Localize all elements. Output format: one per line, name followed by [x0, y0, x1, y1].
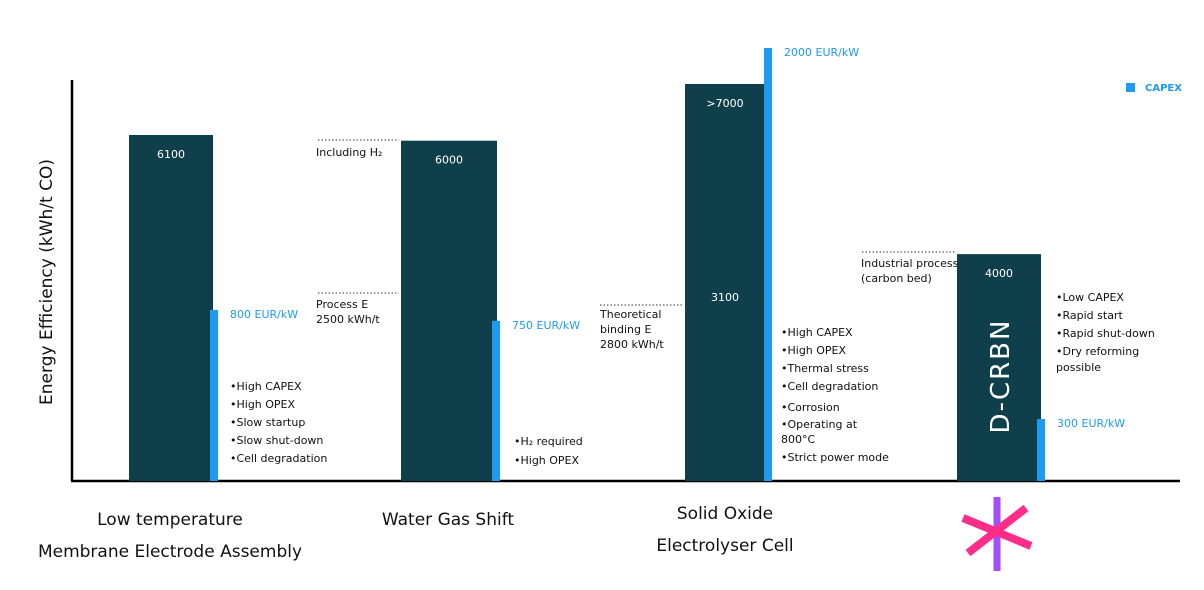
y-axis-label: Energy Efficiency (kWh/t CO) — [37, 159, 57, 405]
reference-line-label: (carbon bed) — [861, 272, 932, 285]
category-label: Solid Oxide — [677, 504, 773, 524]
annotation-line: possible — [1056, 361, 1101, 374]
energy-value-label: 6100 — [157, 148, 185, 161]
annotation-line: •Corrosion — [781, 401, 840, 414]
annotation-line: •Slow startup — [230, 416, 305, 429]
capex-bar — [210, 309, 218, 481]
capex-value-label: 750 EUR/kW — [512, 319, 580, 332]
energy-bar — [129, 135, 213, 481]
capex-value-label: 800 EUR/kW — [230, 308, 298, 321]
legend-swatch — [1126, 83, 1135, 92]
annotation-line: •Cell degradation — [230, 452, 327, 465]
annotation-line: •High OPEX — [781, 344, 847, 357]
reference-line-label: Process E — [316, 298, 368, 311]
category-label: Low temperature — [97, 510, 243, 530]
dcrbn-cross-logo-icon — [961, 497, 1033, 571]
annotation-line: •Operating at — [781, 418, 858, 431]
category-label: Electrolyser Cell — [656, 536, 793, 556]
annotation-line: •Strict power mode — [781, 451, 889, 464]
capex-bar — [764, 48, 772, 481]
annotation-line: •Rapid shut-down — [1056, 327, 1155, 340]
annotation-line: •H₂ required — [514, 435, 583, 448]
capex-bar — [1037, 419, 1045, 481]
reference-lines: Including H₂ Process E 2500 kWh/t Theoretic… — [316, 139, 959, 351]
capex-value-label: 2000 EUR/kW — [784, 46, 859, 59]
reference-line-label: Including H₂ — [316, 146, 382, 159]
energy-bar — [957, 254, 1041, 481]
category-label: Water Gas Shift — [382, 510, 514, 530]
reference-line-label: 2500 kWh/t — [316, 313, 380, 326]
annotation-line: •Slow shut-down — [230, 434, 323, 447]
reference-line-label: Industrial process — [861, 257, 959, 270]
bar-labels: 6100 800 EUR/kW 6000 750 EUR/kW >7000 2000 EU… — [157, 46, 1125, 433]
energy-value-label: 4000 — [985, 267, 1013, 280]
energy-bar — [685, 83, 765, 482]
category-label: Membrane Electrode Assembly — [38, 542, 302, 562]
annotation-line: •Thermal stress — [781, 362, 869, 375]
secondary-value-label: 3100 — [711, 291, 739, 304]
annotation-line: •High CAPEX — [781, 326, 853, 339]
annotation-line: •Dry reforming — [1056, 345, 1139, 358]
legend-label: CAPEX — [1145, 83, 1182, 94]
annotation-line: •High OPEX — [230, 398, 296, 411]
energy-value-label: 6000 — [435, 154, 463, 167]
category-labels: Low temperature Membrane Electrode Assemb… — [38, 504, 794, 562]
annotations: •High CAPEX •High OPEX •Slow startup •Slow … — [230, 291, 1155, 467]
annotation-line: •High CAPEX — [230, 380, 302, 393]
annotation-line: •High OPEX — [514, 454, 580, 467]
bars — [129, 48, 1045, 482]
annotation-line: 800°C — [781, 433, 815, 446]
capex-value-label: 300 EUR/kW — [1057, 417, 1125, 430]
annotation-line: •Rapid start — [1056, 309, 1123, 322]
annotation-line: •Low CAPEX — [1056, 291, 1124, 304]
annotation-line: •Cell degradation — [781, 380, 878, 393]
capex-bar — [492, 320, 500, 481]
energy-bar — [401, 140, 497, 482]
reference-line-label: 2800 kWh/t — [600, 338, 664, 351]
dcrbn-brand-text: D-CRBN — [986, 319, 1016, 434]
legend: CAPEX — [1126, 83, 1182, 94]
energy-value-label: >7000 — [706, 97, 743, 110]
reference-line-label: binding E — [600, 323, 651, 336]
reference-line-label: Theoretical — [599, 308, 661, 321]
